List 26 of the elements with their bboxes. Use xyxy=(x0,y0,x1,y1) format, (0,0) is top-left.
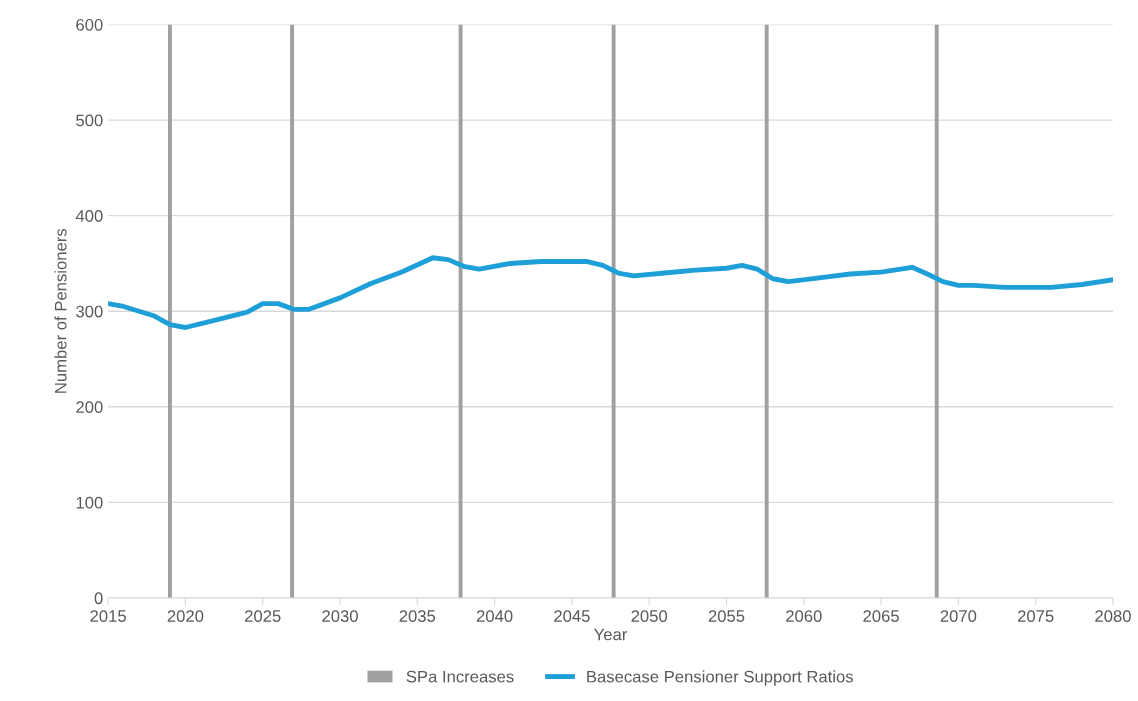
x-tick-label: 2080 xyxy=(1095,610,1131,622)
y-tick-label: 400 xyxy=(75,210,103,222)
y-tick-label: 300 xyxy=(76,305,103,318)
x-tick-label: 2070 xyxy=(940,610,977,622)
x-tick-label: 2025 xyxy=(245,610,281,622)
y-tick-label: 100 xyxy=(76,496,103,509)
x-tick-label: 2075 xyxy=(1017,610,1054,622)
x-tick-label: 2020 xyxy=(167,610,204,622)
x-tick-label: 2060 xyxy=(786,610,822,622)
x-tick-label: 2045 xyxy=(554,610,590,622)
x-axis-title: Year xyxy=(594,628,628,641)
y-tick-label: 0 xyxy=(94,592,103,605)
x-tick-label: 2055 xyxy=(708,610,745,622)
x-tick-label: 2015 xyxy=(90,610,126,622)
line-series xyxy=(108,255,1113,330)
x-tick-label: 2030 xyxy=(322,610,358,622)
y-tick-label: 200 xyxy=(76,401,103,414)
y-tick-label: 600 xyxy=(76,18,103,31)
y-axis-title: Number of Pensioners xyxy=(54,228,67,393)
x-tick-label: 2050 xyxy=(631,610,668,622)
x-tick-label: 2065 xyxy=(863,610,899,622)
x-tick-label: 2040 xyxy=(476,610,513,622)
legend-label: SPa Increases xyxy=(406,670,514,683)
y-tick-label: 500 xyxy=(76,114,103,127)
x-tick-label: 2035 xyxy=(399,610,436,622)
legend-label: Basecase Pensioner Support Ratios xyxy=(587,670,854,686)
